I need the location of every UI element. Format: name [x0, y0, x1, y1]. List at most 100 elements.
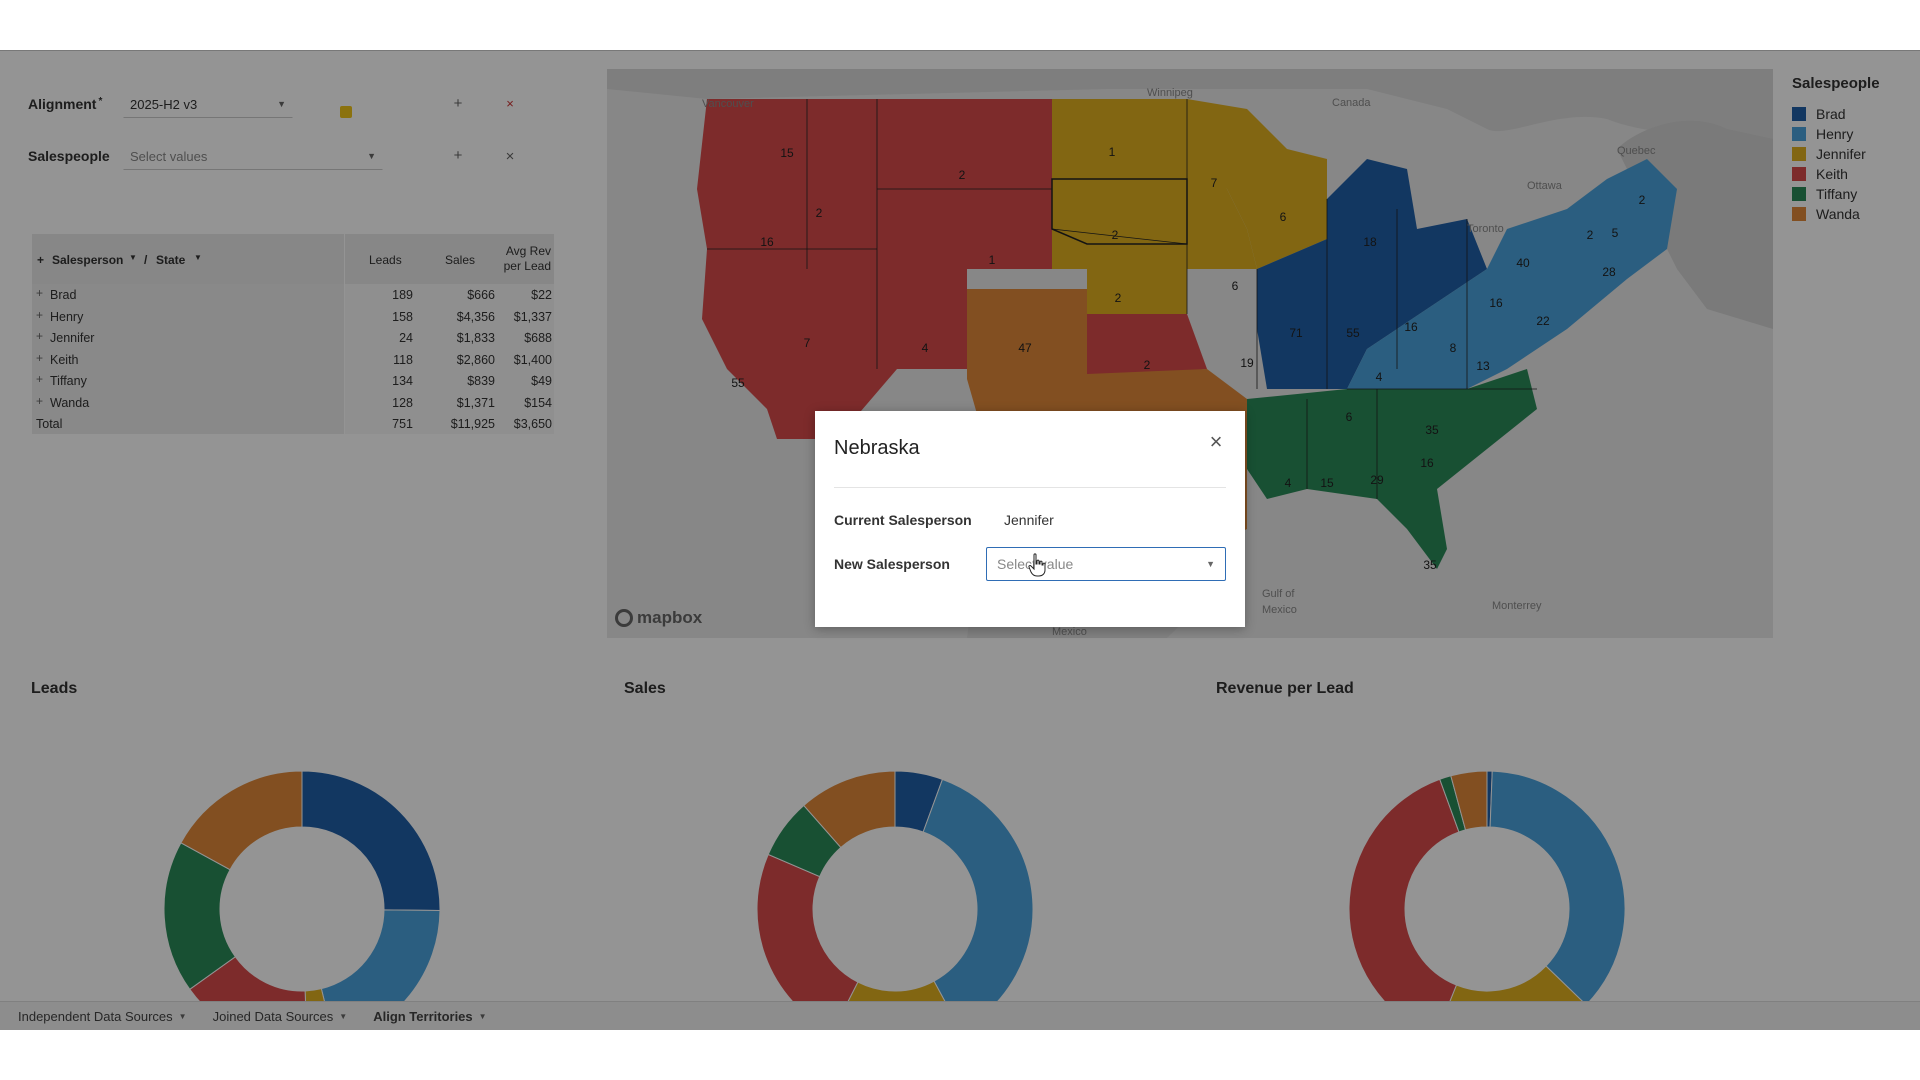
salespeople-add-button[interactable]: +: [453, 147, 463, 164]
dialog-title: Nebraska: [834, 437, 920, 459]
donut-slice-henry[interactable]: [1489, 770, 1626, 1006]
legend-item[interactable]: Henry: [1792, 124, 1920, 144]
leads-column-header[interactable]: Leads: [369, 253, 402, 267]
table-row[interactable]: + Brad 189 $666 $22: [32, 284, 554, 306]
pivot-header-rows: [32, 234, 344, 284]
svg-text:15: 15: [1320, 476, 1334, 490]
svg-text:5: 5: [1612, 226, 1619, 240]
pivot-total-row[interactable]: Total 751 $11,925 $3,650: [32, 413, 554, 435]
row-sales: $1,371: [456, 395, 495, 410]
svg-text:Mexico: Mexico: [1052, 626, 1087, 638]
donut-slice-wanda[interactable]: [180, 770, 303, 871]
legend-swatch: [1792, 187, 1806, 201]
table-row[interactable]: + Keith 118 $2,860 $1,400: [32, 349, 554, 371]
alignment-label: Alignment *: [28, 96, 103, 112]
legend-item[interactable]: Brad: [1792, 104, 1920, 124]
legend-item[interactable]: Wanda: [1792, 204, 1920, 224]
svg-text:35: 35: [1425, 423, 1439, 437]
donut-slice-brad[interactable]: [301, 770, 441, 911]
mapbox-logo: mapbox: [615, 608, 702, 628]
donut-slice-wanda[interactable]: [1450, 770, 1488, 831]
row-salesperson-name: Wanda: [50, 395, 90, 410]
donut-slice-keith[interactable]: [756, 853, 859, 1030]
svg-text:47: 47: [1018, 341, 1032, 355]
chevron-down-icon[interactable]: ▼: [129, 253, 137, 262]
svg-text:16: 16: [760, 235, 774, 249]
current-salesperson-label: Current Salesperson: [834, 512, 972, 528]
jennifer-territory[interactable]: [1052, 99, 1257, 314]
svg-text:2: 2: [1587, 228, 1594, 242]
donut-slice-wanda[interactable]: [803, 770, 896, 849]
legend-items: Brad Henry Jennifer Keith Tiffany Wanda: [1780, 104, 1920, 224]
alignment-remove-button[interactable]: ×: [506, 96, 514, 111]
svg-text:13: 13: [1476, 359, 1490, 373]
pivot-body-rows: [32, 284, 344, 434]
table-row[interactable]: + Tiffany 134 $839 $49: [32, 370, 554, 392]
close-icon[interactable]: ×: [1209, 429, 1223, 454]
revenue-per-lead-chart-title: Revenue per Lead: [1216, 680, 1354, 697]
keith-territory-west[interactable]: [697, 99, 1052, 439]
legend-item[interactable]: Jennifer: [1792, 144, 1920, 164]
expand-row-icon[interactable]: +: [36, 286, 44, 300]
expand-row-icon[interactable]: +: [36, 350, 44, 365]
row-avg-rev: $1,337: [513, 309, 552, 324]
svg-text:2: 2: [959, 168, 966, 182]
tab-joined-data-sources[interactable]: Joined Data Sources ▼: [213, 1009, 348, 1024]
tab-align-territories[interactable]: Align Territories ▼: [373, 1009, 486, 1024]
salespeople-select[interactable]: Select values ▼: [123, 142, 383, 170]
expand-all-icon[interactable]: +: [37, 253, 45, 267]
donut-slice-keith[interactable]: [1348, 778, 1460, 1030]
salespeople-select-placeholder: Select values: [130, 148, 208, 164]
salespeople-control: Salespeople Select values ▼: [28, 141, 383, 171]
mapbox-attribution: mapbox: [637, 608, 703, 627]
pivot-header-values: [345, 234, 554, 284]
avg-rev-column-header[interactable]: Avg Rev per Lead: [503, 244, 551, 273]
new-salesperson-select[interactable]: Select value ▼: [986, 547, 1226, 581]
row-sales: $4,356: [456, 309, 495, 324]
row-sales: $1,833: [456, 331, 495, 345]
expand-row-icon[interactable]: +: [36, 329, 44, 343]
donut-slice-henry[interactable]: [320, 909, 441, 1030]
revenue-per-lead-donut-chart[interactable]: [1200, 656, 1775, 1030]
table-row[interactable]: + Wanda 128 $1,371 $154: [32, 392, 554, 414]
brad-territory[interactable]: [1257, 159, 1487, 389]
chevron-down-icon: ▼: [1206, 559, 1215, 569]
tab-label: Align Territories: [373, 1009, 473, 1024]
wanda-territory-colorado[interactable]: [967, 289, 1087, 379]
henry-territory[interactable]: [1347, 159, 1677, 389]
keith-territory-central[interactable]: [1087, 314, 1207, 379]
sales-column-header[interactable]: Sales: [445, 253, 476, 267]
salespeople-remove-button[interactable]: ×: [505, 148, 515, 165]
new-salesperson-label: New Salesperson: [834, 556, 950, 572]
salespeople-legend: Salespeople Brad Henry Jennifer Keith Tiffan…: [1780, 69, 1920, 269]
legend-item[interactable]: Tiffany: [1792, 184, 1920, 204]
tiffany-territory[interactable]: [1247, 369, 1537, 569]
expand-row-icon[interactable]: +: [36, 372, 44, 386]
row-leads: 128: [392, 395, 413, 410]
jennifer-territory-north[interactable]: [1187, 99, 1327, 269]
alignment-add-button[interactable]: +: [453, 95, 463, 112]
expand-row-icon[interactable]: +: [36, 307, 44, 322]
state-column-header[interactable]: State: [156, 253, 186, 267]
svg-text:55: 55: [1346, 326, 1360, 340]
svg-text:7: 7: [1211, 176, 1218, 190]
header-separator: /: [144, 253, 148, 267]
salesperson-column-header[interactable]: Salesperson: [52, 253, 124, 267]
svg-text:Canada: Canada: [1332, 97, 1371, 109]
chevron-down-icon: ▼: [367, 151, 376, 161]
tab-independent-data-sources[interactable]: Independent Data Sources ▼: [18, 1009, 187, 1024]
legend-swatch: [1792, 107, 1806, 121]
alignment-select[interactable]: 2025-H2 v3 ▼: [123, 90, 293, 118]
legend-label: Jennifer: [1816, 146, 1866, 162]
controls-panel: Alignment * 2025-H2 v3 ▼ + × Salespeople …: [0, 69, 600, 229]
pivot-table: + Salesperson ▼ / State ▼ Leads Sales Av…: [32, 234, 554, 434]
hand-pointer-icon: [1028, 553, 1046, 577]
legend-title: Salespeople: [1792, 75, 1880, 92]
legend-item[interactable]: Keith: [1792, 164, 1920, 184]
table-row[interactable]: + Jennifer 24 $1,833 $688: [32, 327, 554, 349]
chevron-down-icon[interactable]: ▼: [194, 253, 202, 262]
sales-chart-panel: Sales: [608, 656, 1183, 1030]
expand-row-icon[interactable]: +: [36, 393, 44, 408]
app-frame: Alignment * 2025-H2 v3 ▼ + × Salespeople …: [0, 50, 1920, 1030]
table-row[interactable]: + Henry 158 $4,356 $1,337: [32, 306, 554, 328]
